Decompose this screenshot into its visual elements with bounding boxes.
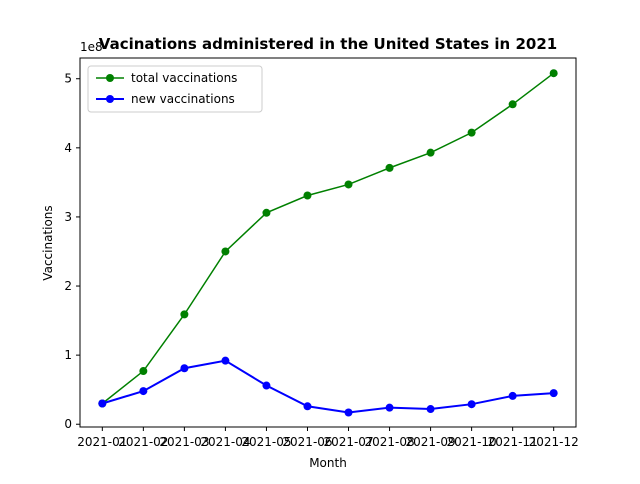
x-tick-label: 2021-05: [241, 435, 291, 449]
series-1-point: [344, 180, 353, 189]
series-1-point: [303, 191, 312, 200]
series-1-point: [139, 367, 148, 376]
x-tick-label: 2021-04: [200, 435, 250, 449]
series-2-point: [467, 400, 476, 409]
chart-title: Vacinations administered in the United S…: [99, 35, 557, 53]
series-2-point: [221, 356, 230, 365]
series-2-point: [344, 408, 353, 417]
series-2-point: [426, 405, 435, 414]
x-tick-label: 2021-12: [529, 435, 579, 449]
series-2-point: [98, 399, 107, 408]
series-1-point: [385, 163, 394, 172]
series-1-point: [467, 128, 476, 137]
x-axis-label: Month: [309, 456, 347, 470]
legend-label: total vaccinations: [131, 71, 237, 85]
plot-frame: [79, 57, 577, 428]
y-axis-offset-label: 1e8: [80, 40, 103, 54]
y-tick-label: 2: [64, 279, 72, 293]
y-tick-label: 0: [64, 417, 72, 431]
series-1-point: [426, 148, 435, 157]
series-2-point: [385, 403, 394, 412]
series-line-2: [102, 359, 554, 414]
y-tick-label: 1: [64, 348, 72, 362]
x-tick-label: 2021-03: [159, 435, 209, 449]
series-2-point: [139, 387, 148, 396]
series-1-point: [508, 100, 517, 109]
series-line-1: [101, 72, 555, 405]
series-1-point: [221, 247, 230, 256]
y-tick-label: 5: [64, 72, 72, 86]
legend-marker: [106, 74, 114, 82]
x-tick-label: 2021-11: [488, 435, 538, 449]
legend-label: new vaccinations: [131, 92, 235, 106]
series-2-point: [549, 389, 558, 398]
x-tick-label: 2021-09: [406, 435, 456, 449]
x-tick-label: 2021-01: [77, 435, 127, 449]
series-1-point: [262, 208, 271, 217]
legend-box: [87, 65, 263, 113]
x-tick-label: 2021-10: [447, 435, 497, 449]
y-tick-label: 4: [64, 141, 72, 155]
series-1-point: [180, 310, 189, 319]
x-tick-label: 2021-07: [323, 435, 373, 449]
x-tick-label: 2021-08: [364, 435, 414, 449]
y-axis-label: Vaccinations: [41, 205, 55, 280]
series-2-point: [303, 402, 312, 411]
plot-area: 0123452021-012021-022021-032021-042021-0…: [64, 57, 579, 449]
x-tick-label: 2021-06: [282, 435, 332, 449]
series-2-point: [180, 364, 189, 373]
legend-marker: [106, 95, 114, 103]
y-tick-label: 3: [64, 210, 72, 224]
series-2-point: [262, 381, 271, 390]
x-tick-label: 2021-02: [118, 435, 168, 449]
series-2-point: [508, 391, 517, 400]
series-1-point: [549, 69, 558, 78]
